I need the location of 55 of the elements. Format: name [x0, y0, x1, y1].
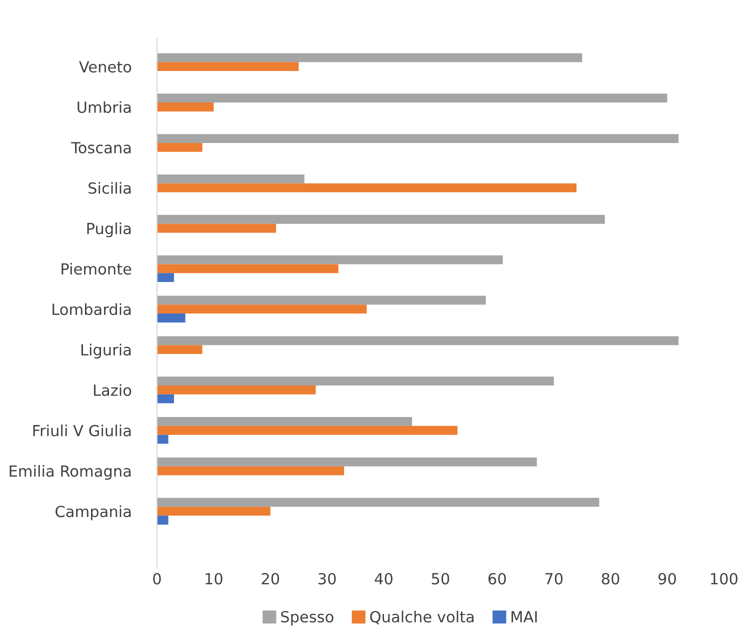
y-tick-label: Sicilia [88, 182, 131, 194]
legend-label: MAI [512, 611, 537, 622]
bar [156, 296, 486, 305]
bar [156, 376, 554, 386]
y-tick-label: Umbria [78, 101, 131, 114]
bar [156, 345, 202, 354]
bar [156, 264, 338, 274]
bar [156, 94, 668, 103]
x-tick-label: 0 [153, 572, 161, 585]
x-tick-label: 20 [262, 572, 280, 585]
bar [156, 394, 174, 404]
bar [156, 314, 186, 322]
bar [156, 386, 316, 394]
x-tick-label: 40 [374, 572, 392, 585]
bar [156, 62, 299, 72]
x-tick-label: 100 [711, 572, 738, 585]
bar [156, 53, 582, 62]
x-tick-label: 70 [545, 572, 563, 585]
bar [156, 183, 577, 192]
y-tick-label: Lombardia [52, 303, 131, 316]
y-tick-label: Veneto [79, 61, 132, 73]
y-tick-label: Liguria [81, 344, 131, 359]
bar [156, 255, 503, 264]
x-tick-label: 30 [318, 572, 336, 585]
bar [156, 224, 276, 233]
bar [156, 273, 174, 282]
bar [156, 134, 679, 143]
bar [156, 506, 270, 516]
bar [156, 174, 304, 184]
y-tick-label: Friuli V Giulia [33, 424, 131, 436]
y-tick-label: Toscana [71, 142, 131, 154]
x-tick-label: 80 [602, 572, 620, 585]
bar [156, 214, 605, 224]
bar [156, 466, 344, 476]
bar [156, 417, 412, 426]
bar [156, 102, 214, 112]
y-tick-label: Puglia [87, 222, 131, 238]
y-tick-label: Emilia Romagna [10, 465, 131, 480]
x-tick-label: 10 [206, 572, 222, 585]
bar [156, 426, 458, 435]
bar [156, 304, 367, 314]
legend-label: Qualche volta [370, 610, 474, 624]
bar [156, 457, 537, 466]
x-tick-label: 90 [658, 572, 676, 585]
x-tick-label: 60 [488, 572, 506, 585]
bar [156, 516, 168, 525]
bar [156, 142, 202, 152]
x-tick-label: 50 [432, 572, 450, 585]
bar [156, 434, 168, 444]
bar [156, 498, 600, 507]
legend-label: Spesso [281, 610, 334, 626]
bar [156, 336, 679, 346]
y-tick-label: Campania [56, 505, 131, 520]
y-tick-label: Lazio [94, 384, 132, 396]
y-tick-label: Piemonte [62, 262, 132, 275]
